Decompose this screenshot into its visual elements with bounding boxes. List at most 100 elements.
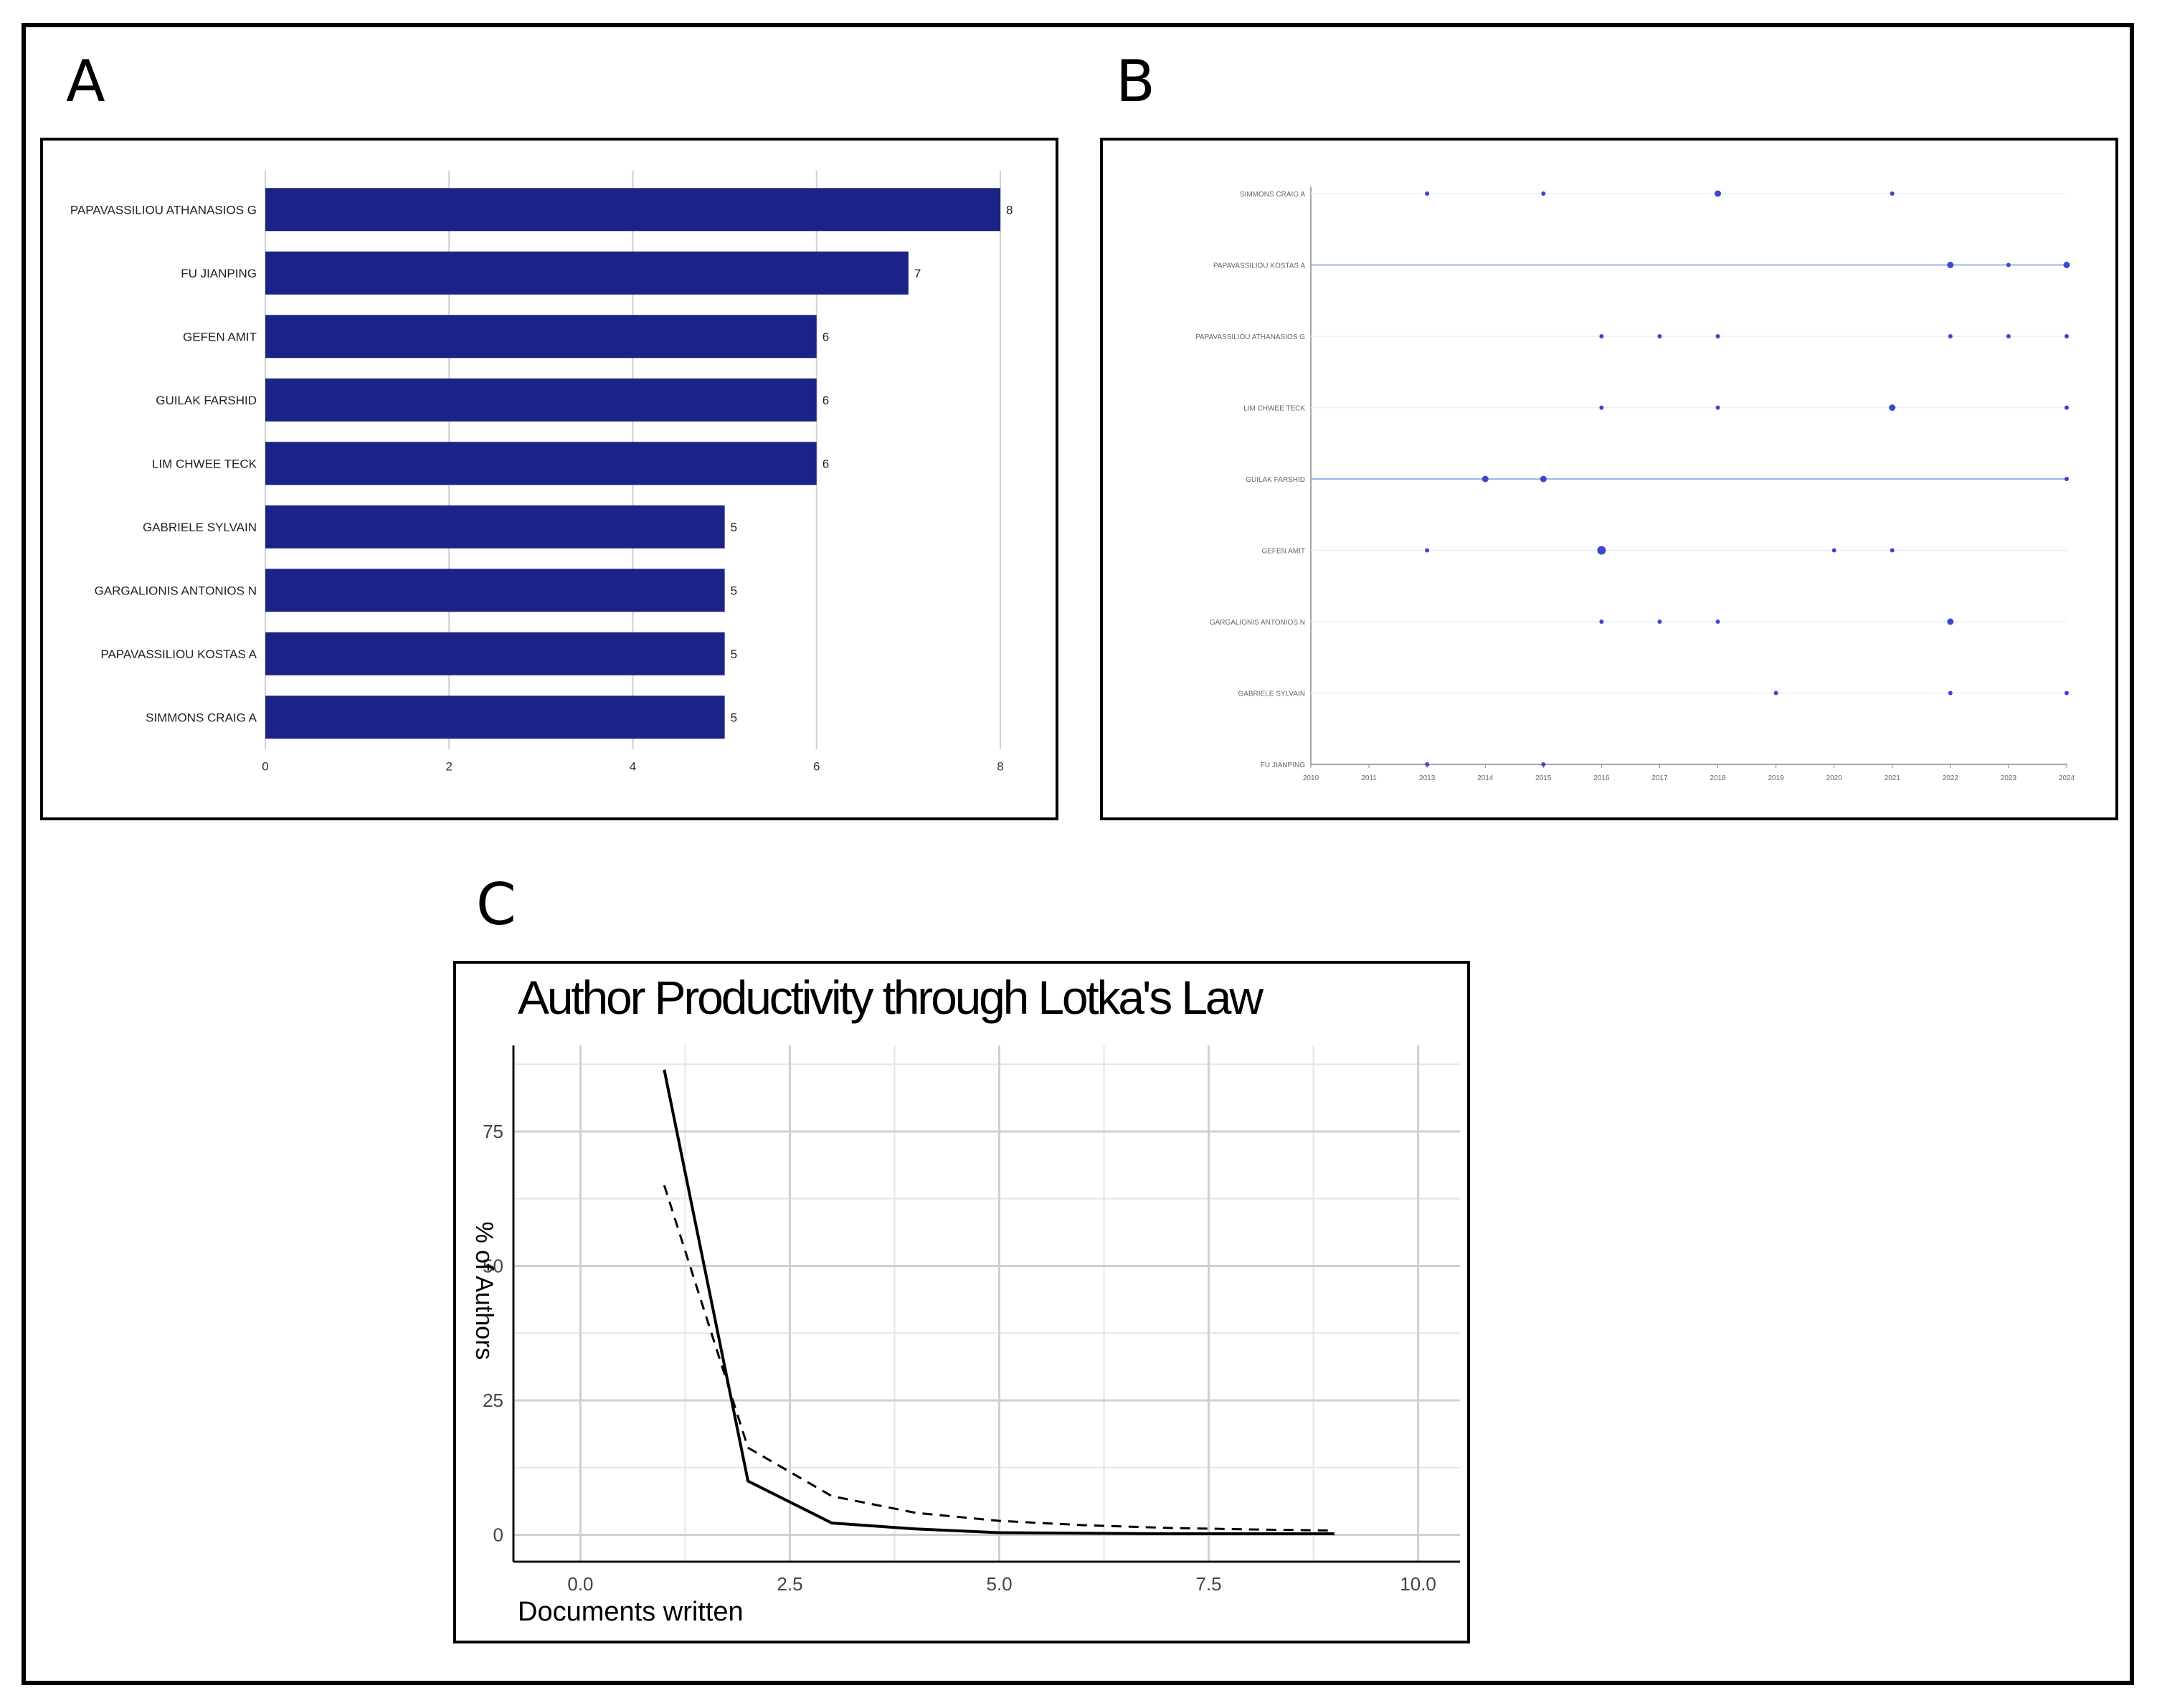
production-point [1657,334,1662,338]
year-label: 2015 [1535,774,1552,782]
category-label: GARGALIONIS ANTONIOS N [95,584,257,597]
data-label: 6 [822,394,829,407]
x-tick-label: 2 [446,760,452,774]
y-tick-label: 75 [483,1121,503,1142]
year-label: 2024 [2059,774,2075,782]
production-point [1773,691,1778,696]
year-label: 2016 [1593,774,1610,782]
panel-b-box: SIMMONS CRAIG A PAPAVASSILIOU KOSTAS A PAP… [1100,138,2118,820]
production-point [1599,405,1604,410]
x-tick-label: 6 [813,760,820,774]
category-label: FU JIANPING [181,267,257,280]
author-timeline-chart: SIMMONS CRAIG A PAPAVASSILIOU KOSTAS A PAP… [1195,186,2075,782]
production-point [1715,334,1720,338]
production-point [1947,618,1954,625]
bar [265,569,725,612]
production-point [1831,548,1836,553]
x-axis-label: Documents written [518,1597,744,1627]
year-label: 2021 [1885,774,1901,782]
production-point [2064,477,2069,481]
year-label: 2010 [1303,774,1319,782]
year-label: 2022 [1943,774,1959,782]
category-label: PAPAVASSILIOU ATHANASIOS G [70,203,257,217]
y-tick-label: 0 [493,1524,503,1546]
category-label: LIM CHWEE TECK [152,457,257,470]
panel-label-b: B [1116,48,1155,115]
x-tick-label: 0.0 [567,1573,593,1595]
author-label: FU JIANPING [1261,762,1305,769]
data-label: 5 [731,521,737,534]
x-tick-label: 0 [262,760,268,774]
production-point [1890,191,1895,196]
series-line-solid [663,1069,1335,1535]
year-label: 2013 [1419,774,1436,782]
data-label: 6 [822,457,829,470]
lotka-line-chart: 0.0 2.5 5.0 7.5 10.0 0 25 50 75 Author Productivi… [470,971,1460,1627]
bar [265,442,817,485]
production-point [2064,405,2069,410]
author-bar-chart: 0 2 4 6 8 PAPAVASSILIOU ATHANASIOS G 8 FU JIANP… [70,171,1013,774]
production-point [1482,475,1489,483]
bar [265,378,817,422]
production-point [2064,691,2069,696]
year-label: 2017 [1651,774,1668,782]
data-label: 5 [731,711,737,724]
production-point [1425,548,1430,553]
chart-title: Author Productivity through Lotka's Law [518,971,1264,1024]
production-point [1599,334,1604,338]
y-axis-label: % of Authors [470,1222,498,1360]
category-label: SIMMONS CRAIG A [146,711,257,724]
x-tick-label: 5.0 [986,1573,1012,1595]
data-label: 5 [731,647,737,661]
data-label: 7 [914,267,921,280]
production-point [1715,190,1722,197]
category-label: GABRIELE SYLVAIN [143,521,257,534]
production-point [1540,475,1547,483]
author-label: GABRIELE SYLVAIN [1238,691,1305,698]
year-label: 2023 [2001,774,2017,782]
production-point [2006,334,2011,338]
panel-label-c: C [476,871,516,938]
bar [265,696,725,739]
x-tick-label: 2.5 [777,1573,802,1595]
author-label: LIM CHWEE TECK [1243,405,1305,413]
production-point [1715,405,1720,410]
year-label: 2014 [1477,774,1494,782]
author-label: GUILAK FARSHID [1246,476,1305,484]
x-tick-label: 10.0 [1400,1573,1436,1595]
year-label: 2018 [1710,774,1726,782]
production-point [1657,620,1662,624]
production-point [1948,691,1953,696]
year-label: 2011 [1361,774,1377,782]
category-label: GUILAK FARSHID [156,394,257,407]
x-tick-label: 4 [630,760,636,774]
production-point [1425,762,1430,767]
data-label: 5 [731,584,737,597]
production-point [1889,404,1896,411]
production-point [1425,191,1430,196]
category-label: PAPAVASSILIOU KOSTAS A [100,647,257,661]
author-label: GEFEN AMIT [1261,548,1305,556]
panel-label-a: A [66,48,105,115]
author-label: SIMMONS CRAIG A [1240,191,1305,199]
x-tick-label: 7.5 [1195,1573,1221,1595]
author-label: PAPAVASSILIOU ATHANASIOS G [1195,333,1305,341]
production-point [1947,262,1954,268]
category-label: GEFEN AMIT [183,330,257,343]
bar [265,188,1000,232]
panel-c-box: 0.0 2.5 5.0 7.5 10.0 0 25 50 75 Author Productivi… [453,961,1470,1643]
production-point [2006,262,2011,267]
bar [265,632,725,675]
figure-frame [22,23,2134,1685]
year-label: 2019 [1768,774,1784,782]
bar [265,505,725,549]
author-label: GARGALIONIS ANTONIOS N [1210,619,1305,627]
production-point [1541,191,1546,196]
bar [265,315,817,359]
production-point [1541,762,1546,767]
panel-a-box: 0 2 4 6 8 PAPAVASSILIOU ATHANASIOS G 8 FU JIANP… [40,138,1058,820]
series-line-dashed [663,1185,1335,1532]
production-point [1715,620,1720,624]
production-point [1599,620,1604,624]
author-label: PAPAVASSILIOU KOSTAS A [1213,262,1305,270]
